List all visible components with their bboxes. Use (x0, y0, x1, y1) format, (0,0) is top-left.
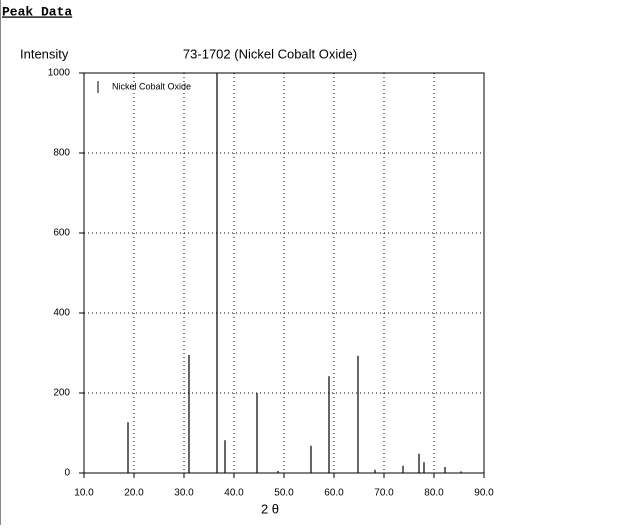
x-tick-label: 60.0 (324, 488, 344, 499)
x-tick-label: 80.0 (424, 488, 444, 499)
y-tick-label: 0 (64, 468, 70, 479)
x-tick-label: 10.0 (74, 488, 94, 499)
x-tick-label: 50.0 (274, 488, 294, 499)
y-tick-label: 600 (53, 228, 70, 239)
x-tick-label: 30.0 (174, 488, 194, 499)
y-axis-label: Intensity (20, 46, 69, 61)
y-tick-label: 200 (53, 388, 70, 399)
x-tick-label: 90.0 (474, 488, 494, 499)
chart-title: 73-1702 (Nickel Cobalt Oxide) (183, 46, 357, 61)
y-tick-label: 1000 (48, 68, 71, 79)
y-tick-label: 800 (53, 148, 70, 159)
page-header: Peak Data (2, 4, 72, 19)
y-tick-label: 400 (53, 308, 70, 319)
x-axis-label: 2 θ (261, 501, 279, 516)
x-tick-label: 20.0 (124, 488, 144, 499)
legend-label: Nickel Cobalt Oxide (112, 81, 191, 91)
x-tick-label: 70.0 (374, 488, 394, 499)
x-tick-label: 40.0 (224, 488, 244, 499)
